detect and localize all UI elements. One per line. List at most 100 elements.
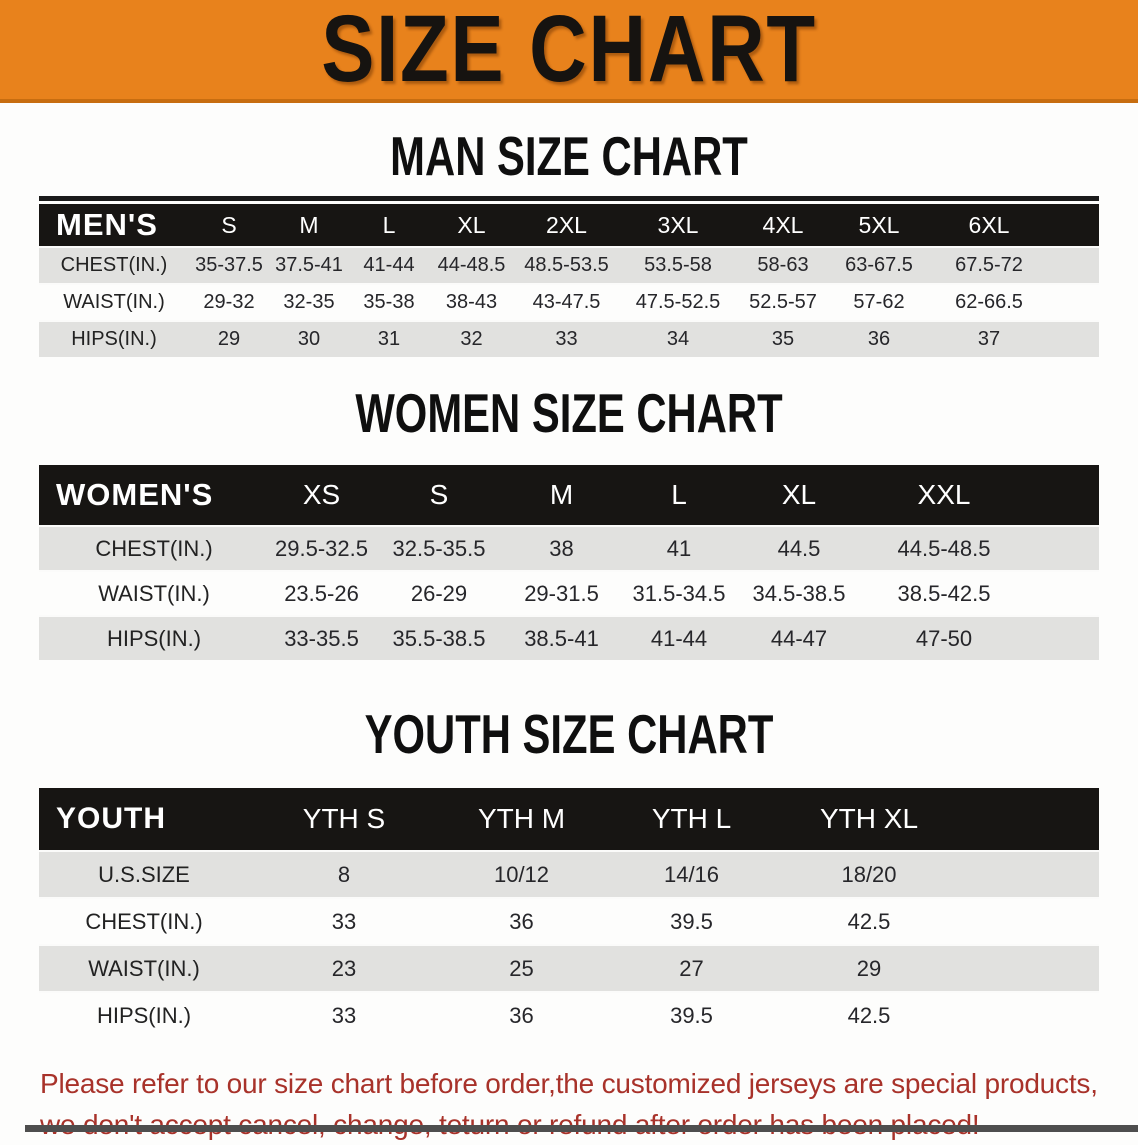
table-header-row: MEN'S S M L XL 2XL 3XL 4XL 5XL 6XL [39,204,1099,247]
size-value: 33 [514,320,619,357]
size-column-header: L [349,204,429,247]
table-row: HIPS(IN.) 29 30 31 32 33 34 35 36 37 [39,320,1099,357]
order-policy-note: Please refer to our size chart before or… [40,1063,1138,1145]
size-value: 32-35 [269,283,349,321]
row-label: HIPS(IN.) [39,991,249,1038]
mens-size-table: MEN'S S M L XL 2XL 3XL 4XL 5XL 6XL CHEST(IN.) 35-37… [39,204,1099,357]
table-row: CHEST(IN.) 29.5-32.5 32.5-35.5 38 41 44.5 44.5… [39,525,1099,571]
size-value: 29-32 [189,283,269,321]
size-value: 37.5-41 [269,246,349,284]
man-size-chart-heading: MAN SIZE CHART [390,125,748,187]
row-label: CHEST(IN.) [39,897,249,945]
size-value: 42.5 [779,897,959,945]
table-row: CHEST(IN.) 35-37.5 37.5-41 41-44 44-48.5 48.5… [39,246,1099,284]
bottom-divider-bar [25,1125,1138,1132]
size-column-header: YTH L [604,788,779,851]
size-value: 41-44 [349,246,429,284]
size-value: 47.5-52.5 [619,283,737,321]
size-value: 67.5-72 [929,246,1049,284]
size-column-header: M [269,204,349,247]
size-value: 57-62 [829,283,929,321]
size-value: 26-29 [374,570,504,616]
size-value: 38.5-42.5 [859,570,1029,616]
size-value: 23.5-26 [269,570,374,616]
table-row: WAIST(IN.) 29-32 32-35 35-38 38-43 43-47.5 47.… [39,283,1099,321]
size-value: 25 [439,944,604,992]
size-value: 44-48.5 [429,246,514,284]
size-value: 23 [249,944,439,992]
size-value: 8 [249,850,439,898]
row-label: WAIST(IN.) [39,283,189,321]
row-label: HIPS(IN.) [39,615,269,660]
size-value: 34 [619,320,737,357]
size-value: 38 [504,525,619,571]
size-column-header: 3XL [619,204,737,247]
size-value: 27 [604,944,779,992]
size-value: 35-38 [349,283,429,321]
table-row: WAIST(IN.) 23 25 27 29 [39,944,1099,992]
size-column-header: M [504,465,619,526]
mens-table-wrap: MEN'S S M L XL 2XL 3XL 4XL 5XL 6XL CHEST(IN.) 35-37… [39,196,1099,357]
order-policy-line1: Please refer to our size chart before or… [40,1068,1098,1099]
row-label: CHEST(IN.) [39,246,189,284]
size-column-header: YTH XL [779,788,959,851]
size-value: 35 [737,320,829,357]
size-value: 43-47.5 [514,283,619,321]
size-value: 63-67.5 [829,246,929,284]
size-value: 29 [779,944,959,992]
size-value: 58-63 [737,246,829,284]
spacer-cell [1029,570,1099,616]
womens-size-table: WOMEN'S XS S M L XL XXL CHEST(IN.) 29.5-32.5 32.5… [39,465,1099,660]
size-value: 47-50 [859,615,1029,660]
size-value: 44.5 [739,525,859,571]
size-value: 14/16 [604,850,779,898]
size-value: 37 [929,320,1049,357]
size-value: 31 [349,320,429,357]
size-value: 18/20 [779,850,959,898]
size-value: 41 [619,525,739,571]
size-column-header: S [374,465,504,526]
size-column-header: 5XL [829,204,929,247]
size-value: 38-43 [429,283,514,321]
spacer-cell [1029,525,1099,571]
banner-title: SIZE CHART [321,0,817,102]
spacer-cell [1029,465,1099,526]
table-header-row: YOUTH YTH S YTH M YTH L YTH XL [39,788,1099,851]
youth-table-wrap: YOUTH YTH S YTH M YTH L YTH XL U.S.SIZE 8 10/12… [39,788,1099,1038]
spacer-cell [1049,283,1099,321]
size-value: 53.5-58 [619,246,737,284]
womens-table-wrap: WOMEN'S XS S M L XL XXL CHEST(IN.) 29.5-32.5 32.5… [39,465,1099,660]
size-column-header: XS [269,465,374,526]
size-value: 48.5-53.5 [514,246,619,284]
size-value: 44.5-48.5 [859,525,1029,571]
size-value: 33 [249,991,439,1038]
size-column-header: 2XL [514,204,619,247]
size-value: 33-35.5 [269,615,374,660]
size-value: 29.5-32.5 [269,525,374,571]
size-value: 36 [439,991,604,1038]
size-value: 33 [249,897,439,945]
size-value: 32 [429,320,514,357]
size-value: 44-47 [739,615,859,660]
size-value: 31.5-34.5 [619,570,739,616]
table-row: U.S.SIZE 8 10/12 14/16 18/20 [39,850,1099,898]
size-column-header: XL [739,465,859,526]
size-value: 39.5 [604,991,779,1038]
spacer-cell [1049,204,1099,247]
size-value: 41-44 [619,615,739,660]
table-row: CHEST(IN.) 33 36 39.5 42.5 [39,897,1099,945]
spacer-cell [959,850,1099,898]
size-column-header: YTH S [249,788,439,851]
size-value: 29 [189,320,269,357]
row-label: HIPS(IN.) [39,320,189,357]
size-column-header: S [189,204,269,247]
spacer-cell [1049,320,1099,357]
size-value: 39.5 [604,897,779,945]
size-value: 35.5-38.5 [374,615,504,660]
spacer-cell [959,897,1099,945]
size-value: 32.5-35.5 [374,525,504,571]
youth-size-table: YOUTH YTH S YTH M YTH L YTH XL U.S.SIZE 8 10/12… [39,788,1099,1038]
table-header-row: WOMEN'S XS S M L XL XXL [39,465,1099,526]
size-column-header: 6XL [929,204,1049,247]
size-value: 34.5-38.5 [739,570,859,616]
